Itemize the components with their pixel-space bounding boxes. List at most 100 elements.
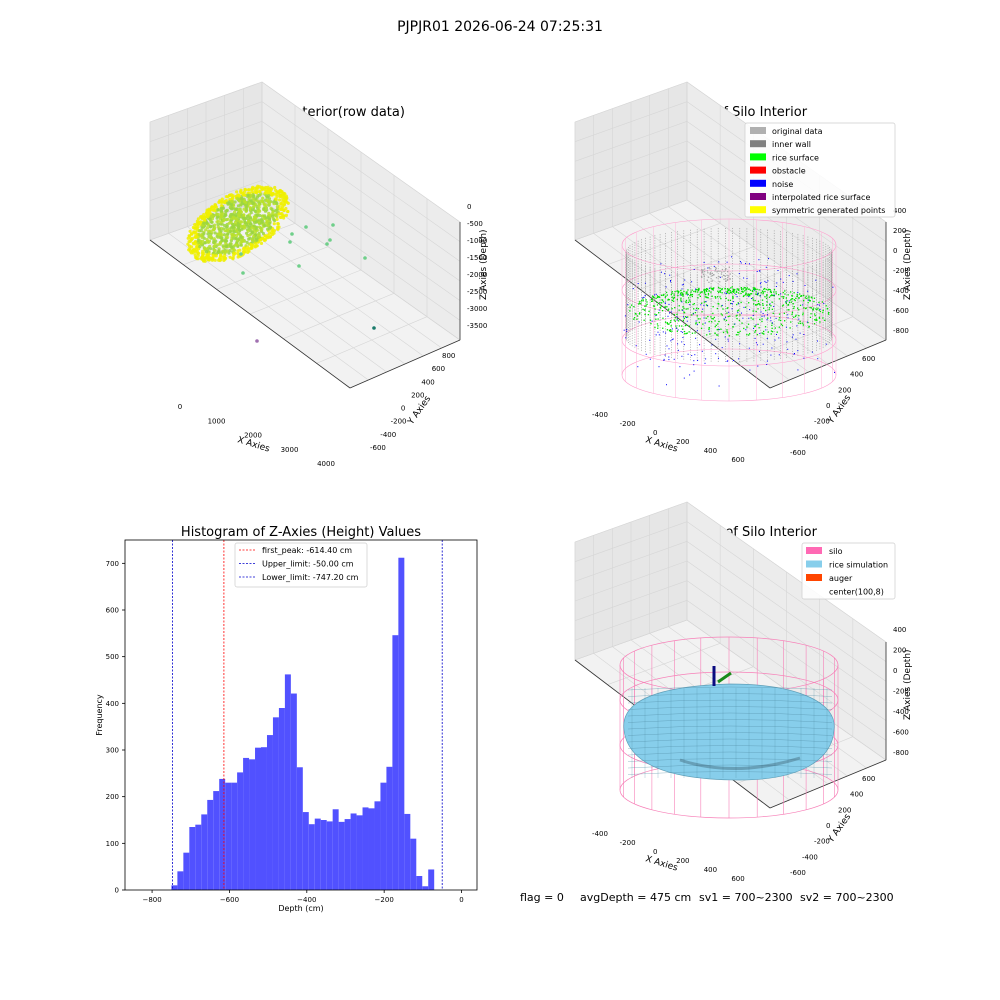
raw-point (192, 230, 196, 234)
classify-rice-point (819, 310, 821, 313)
raw-y-tick-label: -200 (391, 418, 407, 426)
classify-noise-point (671, 339, 673, 341)
classify-noise-point (627, 304, 629, 306)
classify-noise-point (638, 321, 640, 323)
classify-noise-point (797, 291, 799, 293)
classify-noise-point (780, 293, 782, 295)
raw-point (263, 214, 267, 218)
raw-point (265, 235, 269, 239)
classify-noise-point (785, 326, 787, 328)
classify-noise-point (734, 323, 736, 325)
classify-rice-point (691, 295, 693, 298)
classify-noise-point (803, 334, 805, 335)
classify-rice-point (726, 290, 729, 292)
classify-noise-point (727, 360, 729, 362)
classify-noise-point (695, 309, 697, 311)
classify-noise-point (766, 360, 768, 362)
classify-rice-point (804, 297, 806, 299)
classify-rice-point (633, 318, 635, 320)
classify-rice-point (726, 332, 729, 334)
classify-rice-point (759, 304, 761, 306)
classify-rice-point (682, 295, 684, 297)
raw-point (276, 222, 280, 226)
classify-rice-point (687, 293, 689, 296)
classify-rice-point (746, 287, 748, 289)
classify-y-tick-label: 0 (826, 402, 830, 410)
raw-point (213, 258, 217, 262)
classify-rice-point (729, 299, 732, 301)
classify-rice-point (708, 290, 710, 292)
classify-rice-point (761, 320, 763, 323)
raw-point (265, 218, 269, 223)
classify-rice-point (754, 289, 757, 291)
histogram-y-tick-label: 500 (106, 653, 119, 661)
classify-noise-point (733, 301, 735, 303)
raw-point (244, 200, 248, 205)
raw-outlier-point (328, 238, 332, 242)
raw-outlier-point (363, 256, 367, 260)
raw-point (223, 223, 227, 228)
classify-rice-point (651, 295, 654, 297)
classify-noise-point (768, 258, 769, 260)
classify-rice-point (710, 291, 712, 293)
classify-noise-point (760, 311, 762, 313)
raw-point (217, 249, 221, 253)
raw-point (227, 221, 231, 225)
classify-noise-point (677, 343, 679, 345)
classify-rice-point (760, 292, 762, 294)
raw-point (237, 199, 241, 203)
classify-rice-point (815, 308, 817, 310)
classify-x-axis-line (574, 239, 771, 389)
classify-rice-point (644, 305, 646, 307)
raw-z-tick-label: -2000 (467, 271, 487, 279)
raw-point (195, 257, 199, 261)
classify-rice-point (745, 294, 747, 296)
classify-noise-point (796, 325, 798, 327)
classify-rice-point (656, 323, 659, 325)
classify-noise-point (715, 338, 717, 340)
classify-original-point (702, 273, 705, 276)
raw-point (254, 220, 258, 224)
raw-point (215, 220, 219, 224)
classify-legend-label: rice surface (772, 153, 819, 162)
classify-rice-point (666, 322, 668, 324)
classify-original-point (706, 279, 708, 281)
classify-rice-point (748, 334, 750, 336)
classify-noise-point (793, 353, 795, 355)
classify-rice-point (680, 297, 682, 299)
classify-rice-point (730, 287, 732, 289)
classify-noise-point (752, 315, 754, 316)
histogram-bar (398, 557, 405, 890)
classify-rice-point (691, 293, 694, 296)
classify-noise-point (788, 300, 790, 302)
classify-rice-point (763, 333, 765, 335)
histogram-y-tick-label: 700 (106, 560, 119, 568)
classify-rice-point (690, 291, 692, 293)
raw-grid-line (149, 101, 263, 142)
classify-rice-point (708, 327, 710, 329)
classify-rice-point (742, 295, 745, 298)
classify-original-point (704, 270, 706, 273)
classify-rice-point (732, 288, 735, 290)
raw-point (261, 196, 265, 200)
simulation-y-tick-label: -200 (814, 838, 830, 846)
classify-noise-point (740, 261, 741, 263)
classify-rice-point (818, 301, 820, 304)
classify-rice-point (763, 307, 765, 309)
raw-point (286, 209, 290, 214)
classify-original-point (727, 276, 729, 279)
classify-rice-point (673, 293, 675, 295)
classify-rice-point (748, 294, 750, 296)
classify-rice-point (814, 315, 816, 317)
classify-rice-point (683, 312, 686, 314)
raw-point (228, 229, 233, 233)
classify-rice-point (719, 296, 721, 298)
simulation-y-axis-line (769, 759, 887, 809)
histogram-bar (416, 876, 423, 890)
classify-rice-point (764, 296, 766, 298)
simulation-surface-mesh (627, 719, 833, 723)
raw-point (219, 204, 224, 208)
classify-rice-point (728, 335, 730, 337)
classify-noise-point (745, 263, 746, 265)
histogram-y-tick-label: 600 (106, 607, 119, 615)
